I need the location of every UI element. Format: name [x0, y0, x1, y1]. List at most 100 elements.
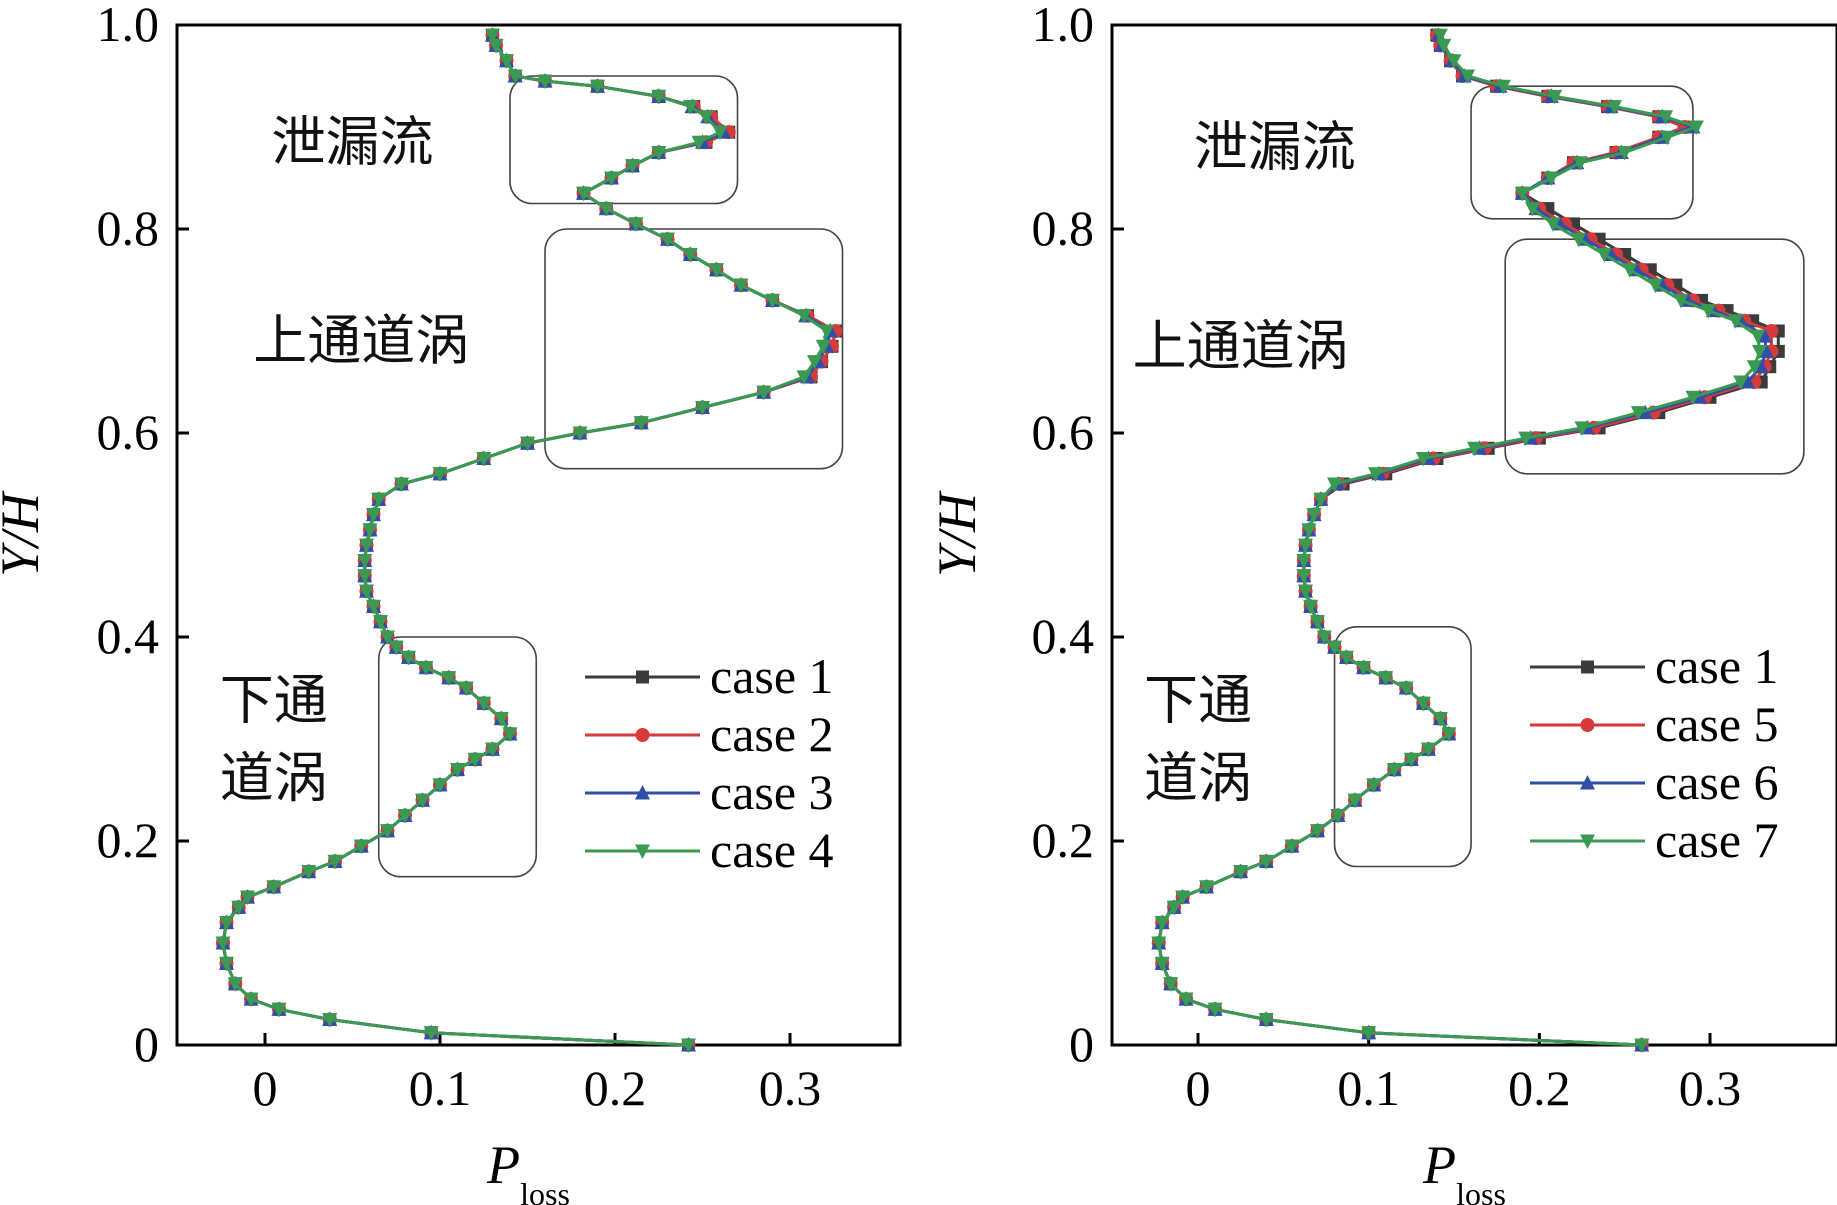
data-point — [1178, 992, 1194, 1008]
data-point — [1330, 809, 1346, 824]
data-point — [796, 309, 812, 324]
data-point — [394, 477, 409, 492]
legend-marker — [1581, 660, 1594, 674]
data-point — [380, 824, 395, 839]
plot-frame — [1110, 23, 1837, 1047]
data-point — [485, 742, 500, 758]
legend-label: case 6 — [1655, 754, 1779, 810]
data-point — [1441, 727, 1457, 742]
data-point — [219, 956, 234, 972]
data-point — [1258, 854, 1274, 870]
series-line — [1157, 34, 1780, 1047]
legend-label: case 1 — [710, 648, 834, 704]
data-point — [660, 232, 675, 248]
data-point — [1647, 278, 1663, 294]
legend-marker — [635, 785, 650, 800]
data-point — [1258, 1013, 1274, 1028]
data-point — [1398, 681, 1414, 696]
annotation-box-1 — [509, 75, 739, 205]
data-point — [415, 793, 430, 809]
data-point — [682, 248, 698, 263]
data-point — [1403, 752, 1419, 768]
data-point — [1327, 640, 1343, 656]
data-point — [1685, 390, 1701, 406]
data-point — [467, 752, 483, 768]
data-point — [796, 370, 812, 385]
data-point — [366, 508, 381, 523]
annotation-box-2 — [1504, 238, 1805, 475]
legend-label: case 2 — [710, 706, 834, 762]
annotation-label-line: 道涡 — [220, 747, 328, 810]
data-point — [1366, 778, 1382, 793]
x-tick-label: 0.1 — [1337, 1060, 1400, 1116]
data-point — [1659, 130, 1675, 146]
y-tick-label: 0.6 — [97, 404, 160, 460]
data-point — [1306, 508, 1322, 523]
data-point — [388, 640, 404, 656]
data-point — [1151, 936, 1167, 951]
plot-frame — [175, 23, 902, 1047]
data-point — [1518, 431, 1534, 447]
data-point — [423, 1026, 439, 1041]
data-point — [266, 880, 282, 895]
data-point — [598, 202, 614, 217]
data-point — [1495, 79, 1511, 95]
legend-label: case 4 — [710, 822, 834, 878]
data-point — [359, 538, 374, 554]
x-tick-label: 0.3 — [759, 1060, 822, 1116]
x-tick-label: 0.2 — [584, 1060, 647, 1116]
annotation-label: 泄漏流 — [272, 110, 434, 173]
data-point — [1572, 156, 1588, 171]
data-point — [1728, 314, 1744, 329]
legend-marker — [1580, 834, 1595, 849]
data-point — [1420, 742, 1436, 758]
data-point — [1525, 202, 1541, 217]
x-axis-title-subscript: loss — [520, 1176, 570, 1205]
data-point — [1571, 232, 1587, 248]
data-point — [418, 661, 434, 676]
data-point — [1733, 375, 1749, 390]
data-point — [1514, 186, 1530, 202]
data-point — [502, 727, 518, 742]
y-tick-label: 0.8 — [97, 200, 160, 256]
data-point — [625, 159, 640, 174]
y-tick-label: 0.2 — [97, 812, 160, 868]
annotation-label: 上通道涡 — [253, 309, 469, 372]
data-point — [628, 217, 644, 232]
data-point — [1700, 304, 1716, 319]
series-line — [1157, 34, 1761, 1047]
data-point — [651, 89, 667, 105]
data-point — [507, 69, 523, 84]
series-line — [221, 34, 837, 1047]
data-point — [1296, 554, 1312, 569]
y-tick-label: 0.2 — [1032, 812, 1095, 868]
data-point — [1154, 916, 1170, 931]
legend-label: case 1 — [1655, 638, 1779, 694]
data-point — [1154, 956, 1170, 972]
data-point — [1658, 110, 1674, 125]
series-line — [1157, 34, 1773, 1047]
y-tick-label: 0 — [1069, 1016, 1094, 1072]
series-line — [1157, 34, 1768, 1047]
data-point — [756, 385, 772, 401]
data-point — [432, 467, 448, 482]
data-point — [366, 599, 381, 615]
data-point — [1634, 1038, 1650, 1053]
data-point — [357, 569, 373, 584]
y-tick-label: 0.6 — [1032, 404, 1095, 460]
data-point — [476, 452, 492, 467]
series-line — [221, 34, 837, 1047]
data-point — [1163, 977, 1179, 992]
x-tick-label: 0 — [1186, 1060, 1211, 1116]
data-point — [458, 681, 474, 696]
y-tick-label: 1.0 — [1032, 0, 1095, 52]
data-point — [1415, 452, 1431, 467]
annotation-box-2 — [544, 228, 844, 470]
data-point — [493, 712, 509, 727]
data-point — [572, 426, 588, 441]
data-point — [450, 763, 465, 778]
x-tick-label: 0.2 — [1508, 1060, 1571, 1116]
data-point — [1432, 712, 1448, 727]
x-tick-label: 0.3 — [1679, 1060, 1742, 1116]
